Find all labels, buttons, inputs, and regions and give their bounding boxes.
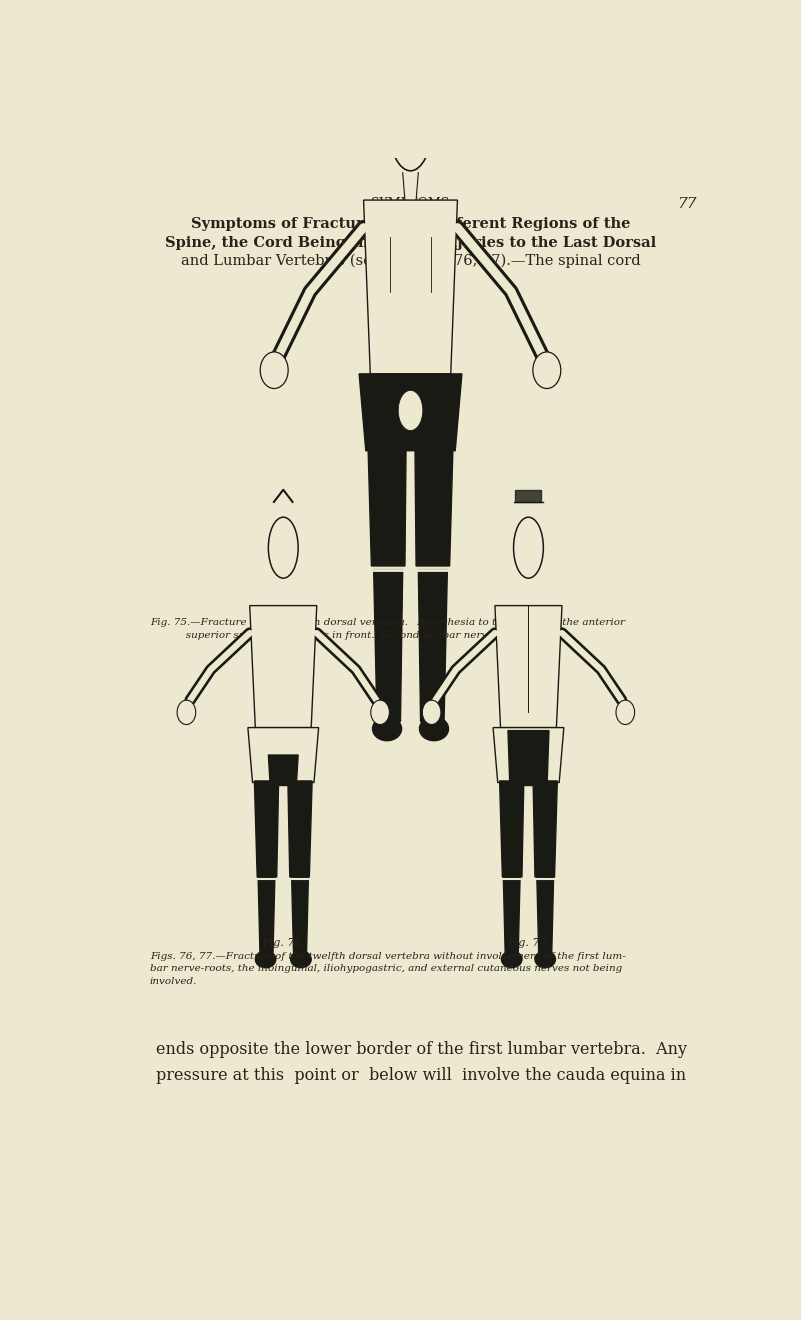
Text: Symptoms of Fracture of the Different Regions of the: Symptoms of Fracture of the Different Re… <box>191 218 630 231</box>
Ellipse shape <box>513 517 543 578</box>
Text: pressure at this  point or  below will  involve the cauda equina in: pressure at this point or below will inv… <box>156 1067 686 1084</box>
Text: ends opposite the lower border of the first lumbar vertebra.  Any: ends opposite the lower border of the fi… <box>156 1040 687 1057</box>
Polygon shape <box>403 173 418 201</box>
Ellipse shape <box>389 83 432 170</box>
Text: superior spinous processes in front.  Second lumbar nerve involved.: superior spinous processes in front. Sec… <box>150 631 544 640</box>
Ellipse shape <box>372 717 401 741</box>
Text: involved.: involved. <box>150 977 197 986</box>
Ellipse shape <box>501 950 522 968</box>
Text: and Lumbar Vertebræ (see Figs. 75, 76, 77).—The spinal cord: and Lumbar Vertebræ (see Figs. 75, 76, 7… <box>181 253 640 268</box>
Text: Spine, the Cord Being Involved.—Injuries to the Last Dorsal: Spine, the Cord Being Involved.—Injuries… <box>165 236 656 249</box>
Polygon shape <box>533 781 557 876</box>
Polygon shape <box>418 570 448 722</box>
Polygon shape <box>364 201 457 374</box>
Polygon shape <box>373 570 403 722</box>
Ellipse shape <box>260 352 288 388</box>
Polygon shape <box>368 447 406 566</box>
Ellipse shape <box>533 352 561 388</box>
Polygon shape <box>258 876 275 953</box>
Ellipse shape <box>398 391 423 430</box>
Polygon shape <box>292 876 308 953</box>
Ellipse shape <box>256 950 276 968</box>
Polygon shape <box>268 755 298 785</box>
Ellipse shape <box>177 700 195 725</box>
Text: Figs. 76, 77.—Fracture of the twelfth dorsal vertebra without involvement of the: Figs. 76, 77.—Fracture of the twelfth do… <box>150 952 626 961</box>
Polygon shape <box>415 447 453 566</box>
Polygon shape <box>495 606 562 727</box>
Ellipse shape <box>616 700 634 725</box>
Ellipse shape <box>422 700 441 725</box>
Polygon shape <box>359 374 462 450</box>
Polygon shape <box>500 781 524 876</box>
Text: Fig. 77.: Fig. 77. <box>507 939 550 948</box>
Ellipse shape <box>371 700 389 725</box>
Polygon shape <box>537 876 553 953</box>
Ellipse shape <box>268 517 298 578</box>
Polygon shape <box>250 606 316 727</box>
Polygon shape <box>508 731 549 785</box>
Text: SYMPTOMS: SYMPTOMS <box>372 197 449 210</box>
Text: Fig. 75.—Fracture of the twelfth dorsal vertebra.   Anesthesia to the height of : Fig. 75.—Fracture of the twelfth dorsal … <box>150 618 625 627</box>
Polygon shape <box>503 876 520 953</box>
Polygon shape <box>493 727 564 783</box>
Text: Fig. 76.: Fig. 76. <box>262 939 305 948</box>
Ellipse shape <box>420 717 449 741</box>
Text: bar nerve-roots, the ilioinguinal, iliohypogastric, and external cutaneous nerve: bar nerve-roots, the ilioinguinal, ilioh… <box>150 965 622 973</box>
Ellipse shape <box>291 950 312 968</box>
Polygon shape <box>288 781 312 876</box>
Polygon shape <box>255 781 279 876</box>
Ellipse shape <box>535 950 555 968</box>
Text: 77: 77 <box>678 197 697 211</box>
Polygon shape <box>248 727 319 783</box>
